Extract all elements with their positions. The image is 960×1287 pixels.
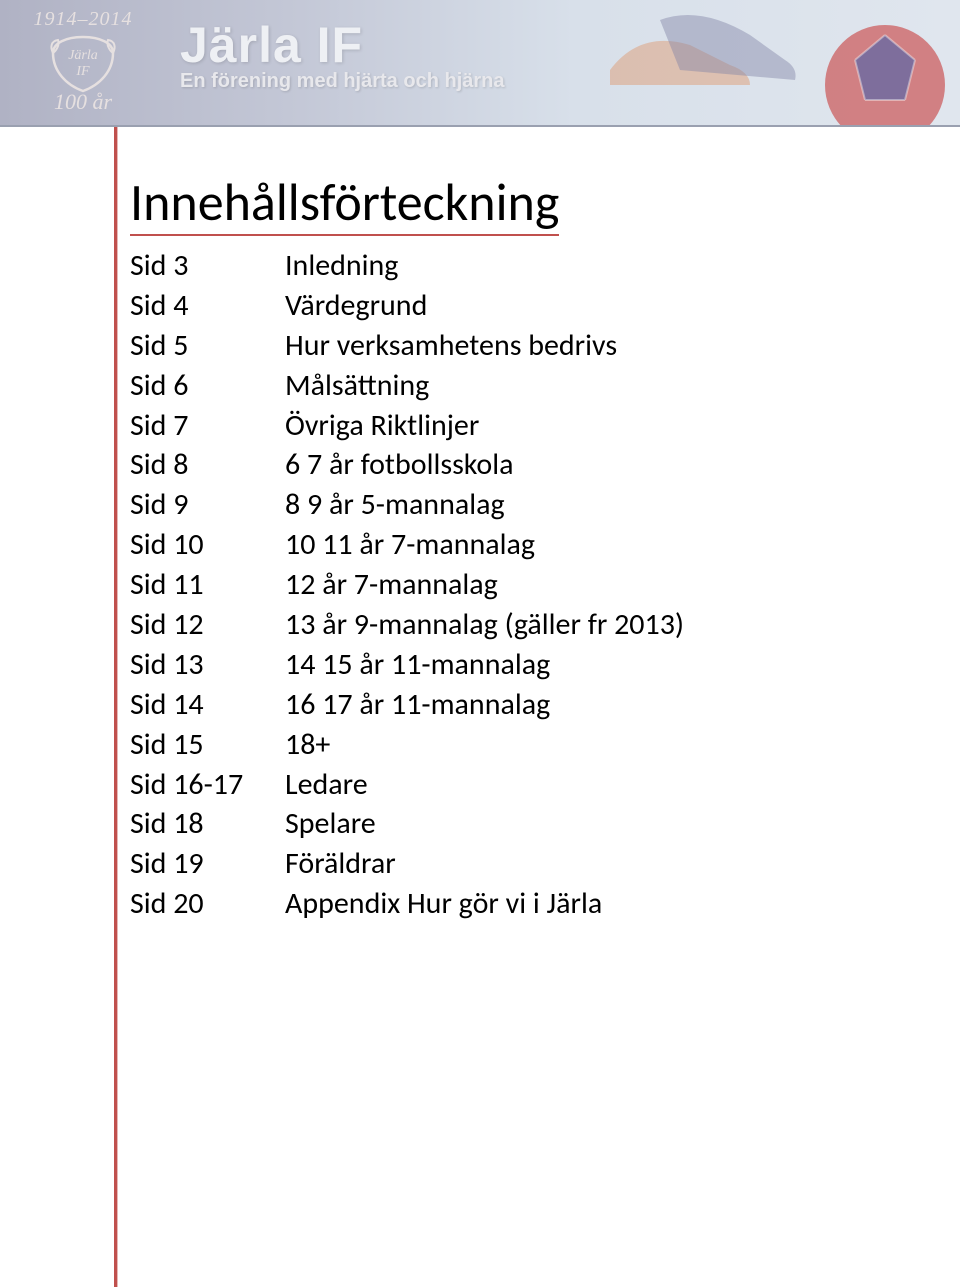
toc-row: Sid 19Föräldrar — [130, 844, 890, 884]
toc-row: Sid 3Inledning — [130, 246, 890, 286]
toc-row: Sid 86 7 år fotbollsskola — [130, 445, 890, 485]
table-of-contents: Sid 3InledningSid 4VärdegrundSid 5Hur ve… — [130, 246, 890, 924]
toc-title: Hur verksamhetens bedrivs — [285, 326, 890, 366]
toc-row: Sid 1314 15 år 11-mannalag — [130, 645, 890, 685]
toc-row: Sid 5Hur verksamhetens bedrivs — [130, 326, 890, 366]
soccer-ball-icon — [820, 20, 950, 127]
toc-title: 13 år 9-mannalag (gäller fr 2013) — [285, 605, 890, 645]
toc-title: 14 15 år 11-mannalag — [285, 645, 890, 685]
shield-icon: Järla IF — [48, 33, 118, 93]
toc-title: 6 7 år fotbollsskola — [285, 445, 890, 485]
toc-page: Sid 19 — [130, 844, 285, 884]
toc-page: Sid 5 — [130, 326, 285, 366]
toc-page: Sid 20 — [130, 884, 285, 924]
toc-row: Sid 1213 år 9-mannalag (gäller fr 2013) — [130, 605, 890, 645]
toc-page: Sid 11 — [130, 565, 285, 605]
page-heading: Innehållsförteckning — [130, 170, 559, 236]
toc-page: Sid 12 — [130, 605, 285, 645]
toc-page: Sid 3 — [130, 246, 285, 286]
header-banner: 1914–2014 Järla IF 100 år Järla IF En fö… — [0, 0, 960, 127]
toc-page: Sid 14 — [130, 685, 285, 725]
toc-title: Övriga Riktlinjer — [285, 406, 890, 446]
toc-page: Sid 9 — [130, 485, 285, 525]
toc-row: Sid 1518+ — [130, 725, 890, 765]
toc-page: Sid 16-17 — [130, 765, 285, 805]
toc-page: Sid 13 — [130, 645, 285, 685]
toc-row: Sid 20Appendix Hur gör vi i Järla — [130, 884, 890, 924]
club-logo: 1914–2014 Järla IF 100 år — [23, 8, 143, 115]
toc-title: Föräldrar — [285, 844, 890, 884]
toc-title: 12 år 7-mannalag — [285, 565, 890, 605]
toc-title: Ledare — [285, 765, 890, 805]
toc-title: Målsättning — [285, 366, 890, 406]
club-tagline: En förening med hjärta och hjärna — [180, 70, 505, 93]
toc-row: Sid 6Målsättning — [130, 366, 890, 406]
toc-page: Sid 18 — [130, 804, 285, 844]
toc-title: Appendix Hur gör vi i Järla — [285, 884, 890, 924]
toc-row: Sid 18Spelare — [130, 804, 890, 844]
toc-row: Sid 7Övriga Riktlinjer — [130, 406, 890, 446]
page-content: Innehållsförteckning Sid 3InledningSid 4… — [130, 170, 890, 924]
toc-row: Sid 1010 11 år 7-mannalag — [130, 525, 890, 565]
shoe-icon — [600, 10, 800, 110]
toc-page: Sid 10 — [130, 525, 285, 565]
toc-page: Sid 7 — [130, 406, 285, 446]
toc-title: Spelare — [285, 804, 890, 844]
toc-row: Sid 16-17Ledare — [130, 765, 890, 805]
shield-text-bottom: IF — [75, 64, 90, 79]
shield-text-top: Järla — [68, 48, 98, 63]
logo-years: 1914–2014 — [23, 8, 143, 31]
toc-row: Sid 1112 år 7-mannalag — [130, 565, 890, 605]
toc-page: Sid 15 — [130, 725, 285, 765]
toc-title: Inledning — [285, 246, 890, 286]
toc-title: 16 17 år 11-mannalag — [285, 685, 890, 725]
toc-row: Sid 98 9 år 5-mannalag — [130, 485, 890, 525]
banner-title-block: Järla IF En förening med hjärta och hjär… — [180, 16, 505, 93]
toc-title: 10 11 år 7-mannalag — [285, 525, 890, 565]
toc-title: 18+ — [285, 725, 890, 765]
toc-title: 8 9 år 5-mannalag — [285, 485, 890, 525]
toc-page: Sid 6 — [130, 366, 285, 406]
club-name: Järla IF — [180, 16, 505, 74]
toc-page: Sid 4 — [130, 286, 285, 326]
toc-row: Sid 4Värdegrund — [130, 286, 890, 326]
vertical-rule — [114, 127, 118, 1287]
toc-row: Sid 1416 17 år 11-mannalag — [130, 685, 890, 725]
toc-page: Sid 8 — [130, 445, 285, 485]
toc-title: Värdegrund — [285, 286, 890, 326]
